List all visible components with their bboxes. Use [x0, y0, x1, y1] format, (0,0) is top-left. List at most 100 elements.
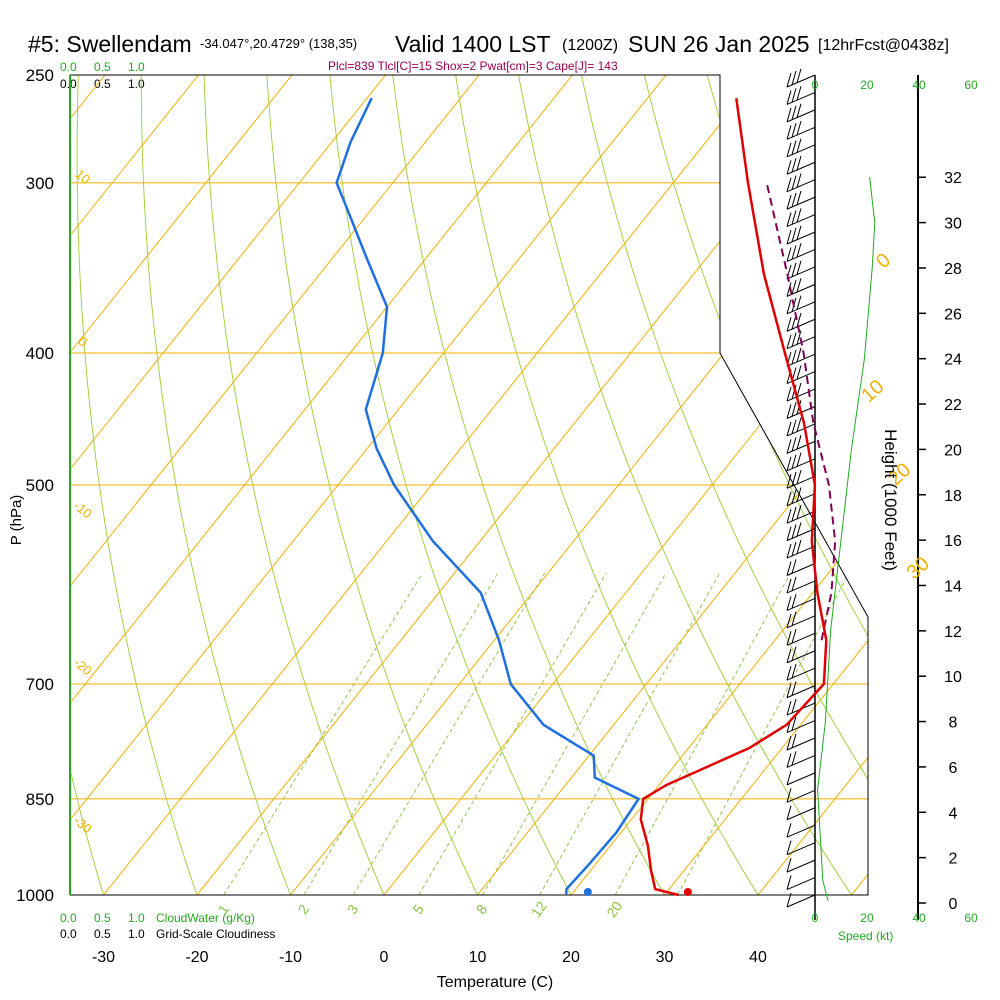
height-tick-label: 16 [944, 533, 962, 550]
speed-tick-top: 0 [812, 78, 819, 92]
mixing-ratio-label: 2 [294, 901, 312, 917]
height-tick-label: 14 [944, 578, 962, 595]
speed-ticks-top: 0 20 40 60 [812, 78, 978, 92]
dry-adiabat-line [265, 75, 493, 895]
height-tick-label: 28 [944, 261, 962, 278]
wind-barb [786, 576, 816, 594]
dry-adiabat-label: -20 [71, 655, 95, 679]
wind-barb [786, 138, 816, 158]
dewpoint-line [335, 97, 641, 896]
dry-adiabat-line [140, 75, 303, 895]
mixing-ratio-lines [223, 572, 850, 895]
wind-barb [786, 522, 816, 542]
height-tick-label: 32 [944, 170, 962, 187]
wind-barb [786, 594, 816, 611]
x-axis-label: Temperature (C) [437, 974, 553, 991]
wind-barb [786, 225, 816, 245]
wind-barb [786, 733, 816, 751]
wind-barb [786, 173, 816, 193]
wind-barb [786, 103, 816, 123]
isotherm-line [851, 75, 868, 895]
mixing-ratio-line [614, 572, 791, 895]
wind-barb [786, 469, 816, 489]
isotherm-label: 30 [903, 553, 934, 584]
wind-barb [786, 770, 816, 786]
wind-barb [786, 840, 816, 856]
bottom-gc-0: 0.0 [60, 927, 77, 941]
mixing-ratio-label: 8 [473, 901, 491, 917]
bottom-gc-2: 1.0 [128, 927, 145, 941]
pressure-tick-label: 250 [26, 66, 54, 85]
wind-barb [786, 121, 816, 140]
isotherm-line [757, 75, 868, 895]
pressure-tick-label: 1000 [16, 886, 54, 905]
wind-barb [786, 611, 816, 629]
pressure-tick-label: 700 [26, 675, 54, 694]
isobars [70, 75, 868, 895]
isotherm-line [70, 75, 199, 895]
isotherm-label: 10 [857, 376, 888, 407]
dry-adiabat-label: 10 [73, 166, 94, 187]
temperature-tick-label: 20 [562, 949, 580, 966]
dry-adiabat-line [70, 75, 113, 895]
wind-barb [786, 190, 816, 210]
mixing-ratio-line [223, 572, 423, 895]
wind-barbs [786, 68, 816, 908]
wind-barb [786, 86, 816, 105]
height-tick-label: 26 [944, 306, 962, 323]
isotherm-label: 0 [872, 249, 895, 273]
isotherm-line [70, 75, 293, 895]
height-tick-label: 4 [949, 805, 958, 822]
top-cloud-scale: 0.0 0.5 1.0 0.0 0.5 1.0 [60, 60, 145, 91]
temperature-tick-label: -20 [185, 949, 208, 966]
wind-barb [786, 312, 816, 332]
wind-barb [786, 417, 816, 437]
wind-barb [786, 559, 816, 576]
wind-barb [786, 805, 816, 821]
speed-tick-top: 60 [964, 78, 978, 92]
wind-barb [786, 382, 816, 402]
isotherm-line [570, 75, 868, 895]
wind-barb [786, 243, 816, 262]
bottom-cw-1: 0.5 [94, 911, 111, 925]
temperature-tick-label: 30 [656, 949, 674, 966]
station-title: #5: Swellendam [28, 31, 192, 57]
wind-barb [786, 681, 816, 699]
wind-barb [786, 504, 816, 524]
isotherm-line [0, 75, 12, 895]
y-axis-label: P (hPa) [8, 495, 25, 546]
station-coords: -34.047°,20.4729° (138,35) [200, 36, 357, 51]
dry-adiabat-label: 0 [75, 333, 90, 349]
wind-barb [786, 823, 816, 838]
wind-barb [786, 487, 816, 507]
height-tick-label: 20 [944, 442, 962, 459]
pressure-tick-label: 300 [26, 174, 54, 193]
pressure-tick-label: 500 [26, 476, 54, 495]
mixing-ratio-label: 3 [344, 901, 362, 917]
speed-tick-top: 20 [860, 78, 874, 92]
surface-dewpoint-point [583, 888, 592, 896]
wind-barb [786, 539, 816, 559]
wind-barb [786, 155, 816, 175]
mixing-ratio-line [539, 572, 721, 895]
top-scale-green-1: 0.5 [94, 60, 111, 74]
dry-adiabat-label: -30 [71, 813, 95, 837]
height-tick-label: 30 [944, 216, 962, 233]
speed-tick-bottom: 40 [912, 911, 926, 925]
wind-barb [786, 875, 816, 891]
height-tick-label: 22 [944, 397, 962, 414]
wind-speed-profile [817, 177, 876, 901]
speed-axis-label: Speed (kt) [838, 929, 893, 943]
bottom-cloud-scale: 0.0 0.5 1.0 CloudWater (g/Kg) 0.0 0.5 1.… [60, 911, 275, 941]
mixing-ratio-label: 12 [528, 898, 550, 920]
temperature-tick-label: 40 [749, 949, 767, 966]
speed-tick-bottom: 0 [812, 911, 819, 925]
dry-adiabat-line [76, 75, 208, 895]
dry-adiabat-line [389, 75, 682, 895]
surface-temperature-point [683, 888, 692, 896]
wind-barb [786, 347, 816, 367]
wind-barb [786, 435, 816, 454]
top-scale-green-0: 0.0 [60, 60, 77, 74]
temperature-tick-label: 10 [469, 949, 487, 966]
